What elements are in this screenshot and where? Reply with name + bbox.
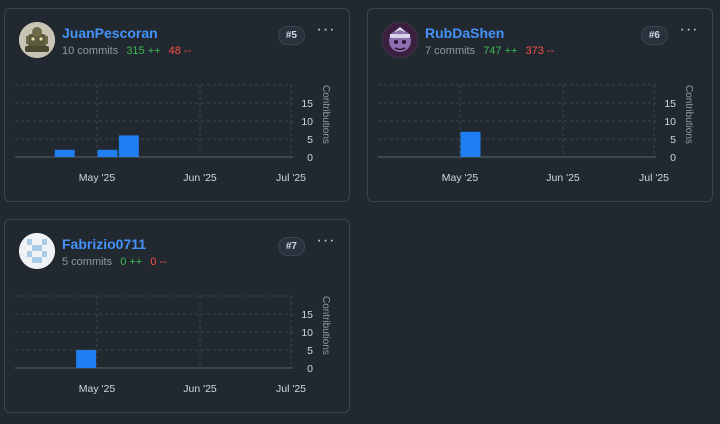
x-tick-label: May '25 — [79, 383, 116, 395]
contributor-card: JuanPescoran 10 commits 315 ++ 48 -- #5 … — [4, 8, 350, 202]
y-tick-label: 0 — [307, 363, 313, 375]
commit-count: 7 commits — [425, 45, 476, 57]
y-axis-label: Contributions — [320, 85, 331, 144]
avatar[interactable] — [382, 22, 418, 58]
kebab-horizontal-icon[interactable]: ··· — [316, 232, 336, 249]
x-tick-label: Jul '25 — [639, 172, 669, 184]
y-tick-label: 5 — [307, 345, 313, 357]
y-tick-label: 10 — [301, 116, 313, 128]
y-tick-label: 5 — [307, 134, 313, 146]
contributor-card: RubDaShen 7 commits 747 ++ 373 -- #6 ···… — [367, 8, 713, 202]
contributions-chart: 15 10 5 0 May '25 Jun '25 Jul '25 Contributions — [15, 84, 331, 184]
contributor-name-link[interactable]: Fabrizio0711 — [62, 236, 147, 252]
y-tick-label: 10 — [301, 327, 313, 339]
commit-stats: 7 commits 747 ++ 373 -- — [425, 45, 554, 57]
y-tick-label: 15 — [301, 98, 313, 110]
rank-badge: #6 — [640, 26, 668, 45]
commit-stats: 10 commits 315 ++ 48 -- — [62, 45, 191, 57]
contributor-name-link[interactable]: RubDaShen — [425, 25, 505, 41]
y-tick-label: 15 — [301, 309, 313, 321]
avatar-character-icon — [382, 22, 418, 58]
chart-bar[interactable] — [118, 135, 139, 157]
deletions-count: 0 -- — [150, 256, 167, 268]
deletions-count: 373 -- — [525, 45, 555, 57]
additions-count: 315 ++ — [126, 45, 161, 57]
y-tick-label: 10 — [664, 116, 676, 128]
avatar[interactable] — [19, 22, 55, 58]
y-tick-label: 5 — [670, 134, 676, 146]
y-tick-label: 15 — [664, 98, 676, 110]
x-tick-label: Jul '25 — [276, 172, 306, 184]
chart-bar[interactable] — [76, 350, 97, 368]
kebab-horizontal-icon[interactable]: ··· — [316, 21, 336, 38]
chart-bar[interactable] — [460, 131, 481, 157]
x-tick-label: May '25 — [442, 172, 479, 184]
contributor-card: Fabrizio0711 5 commits 0 ++ 0 -- #7 ··· … — [4, 219, 350, 413]
y-axis-label: Contributions — [683, 85, 694, 144]
x-tick-label: Jun '25 — [183, 172, 217, 184]
rank-badge: #7 — [277, 237, 305, 256]
additions-count: 0 ++ — [120, 256, 143, 268]
x-tick-label: Jun '25 — [183, 383, 217, 395]
y-tick-label: 0 — [670, 152, 676, 164]
x-tick-label: Jun '25 — [546, 172, 580, 184]
contributor-name-link[interactable]: JuanPescoran — [62, 25, 158, 41]
additions-count: 747 ++ — [483, 45, 518, 57]
commit-stats: 5 commits 0 ++ 0 -- — [62, 256, 167, 268]
deletions-count: 48 -- — [168, 45, 192, 57]
avatar[interactable] — [19, 233, 55, 269]
commit-count: 5 commits — [62, 256, 113, 268]
chart-bar[interactable] — [97, 149, 118, 157]
kebab-horizontal-icon[interactable]: ··· — [679, 21, 699, 38]
chart-bar[interactable] — [54, 149, 75, 157]
y-axis-label: Contributions — [320, 296, 331, 355]
x-tick-label: Jul '25 — [276, 383, 306, 395]
avatar-figure-icon — [19, 22, 55, 58]
contributions-chart: 15 10 5 0 May '25 Jun '25 Jul '25 Contributions — [378, 84, 694, 184]
x-tick-label: May '25 — [79, 172, 116, 184]
contributions-chart: 15 10 5 0 May '25 Jun '25 Jul '25 Contributions — [15, 295, 331, 395]
identicon-icon — [19, 233, 55, 269]
y-tick-label: 0 — [307, 152, 313, 164]
rank-badge: #5 — [277, 26, 305, 45]
commit-count: 10 commits — [62, 45, 119, 57]
